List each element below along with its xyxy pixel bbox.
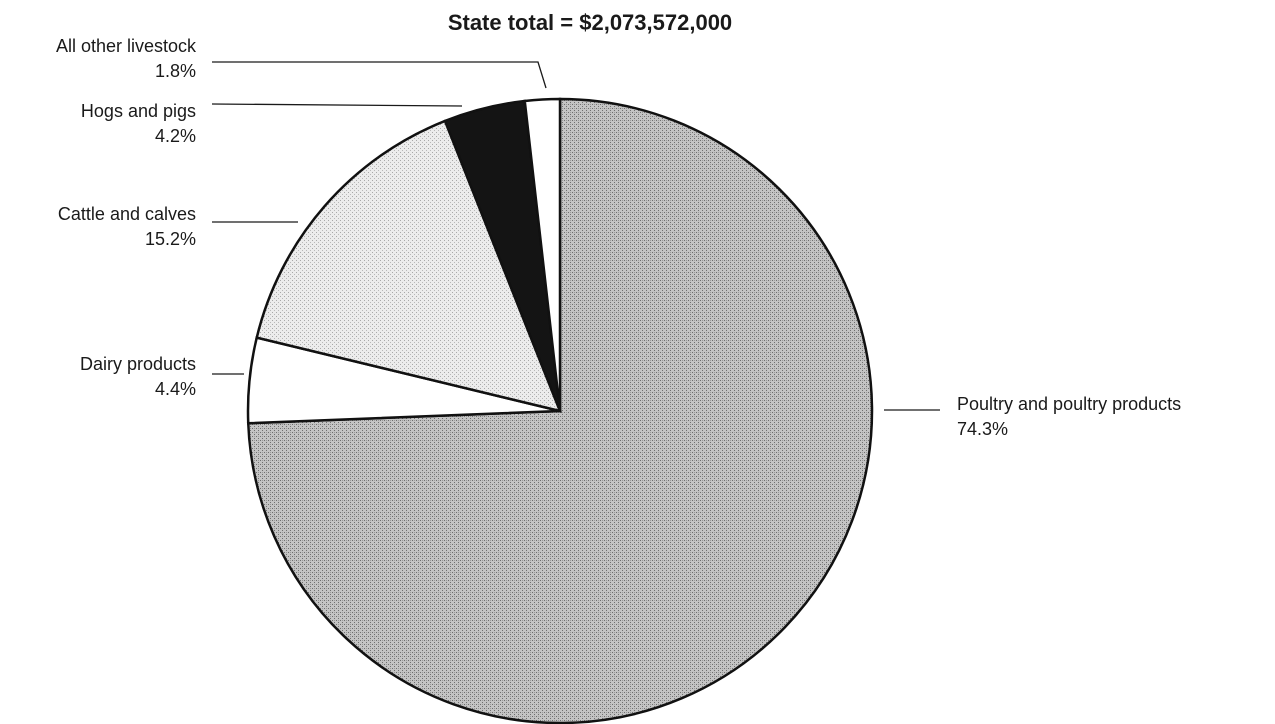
pie-slice-all-other-livestock [523,97,562,412]
pie-slices [246,97,874,724]
pie-slice-cattle-and-calves [255,119,563,413]
value-dairy-products: 4.4% [155,379,196,399]
label-poultry: Poultry and poultry products [957,394,1181,414]
value-hogs-and-pigs: 4.2% [155,126,196,146]
value-cattle-and-calves: 15.2% [145,229,196,249]
leader-line-all-other-livestock [212,61,547,89]
label-all-other-livestock: All other livestock [56,36,197,56]
label-dairy-products: Dairy products [80,354,196,374]
leader-line-hogs-and-pigs [211,103,463,107]
value-all-other-livestock: 1.8% [155,61,196,81]
chart-title: State total = $2,073,572,000 [448,10,732,35]
label-cattle-and-calves: Cattle and calves [58,204,196,224]
label-hogs-and-pigs: Hogs and pigs [81,101,196,121]
value-poultry: 74.3% [957,419,1008,439]
